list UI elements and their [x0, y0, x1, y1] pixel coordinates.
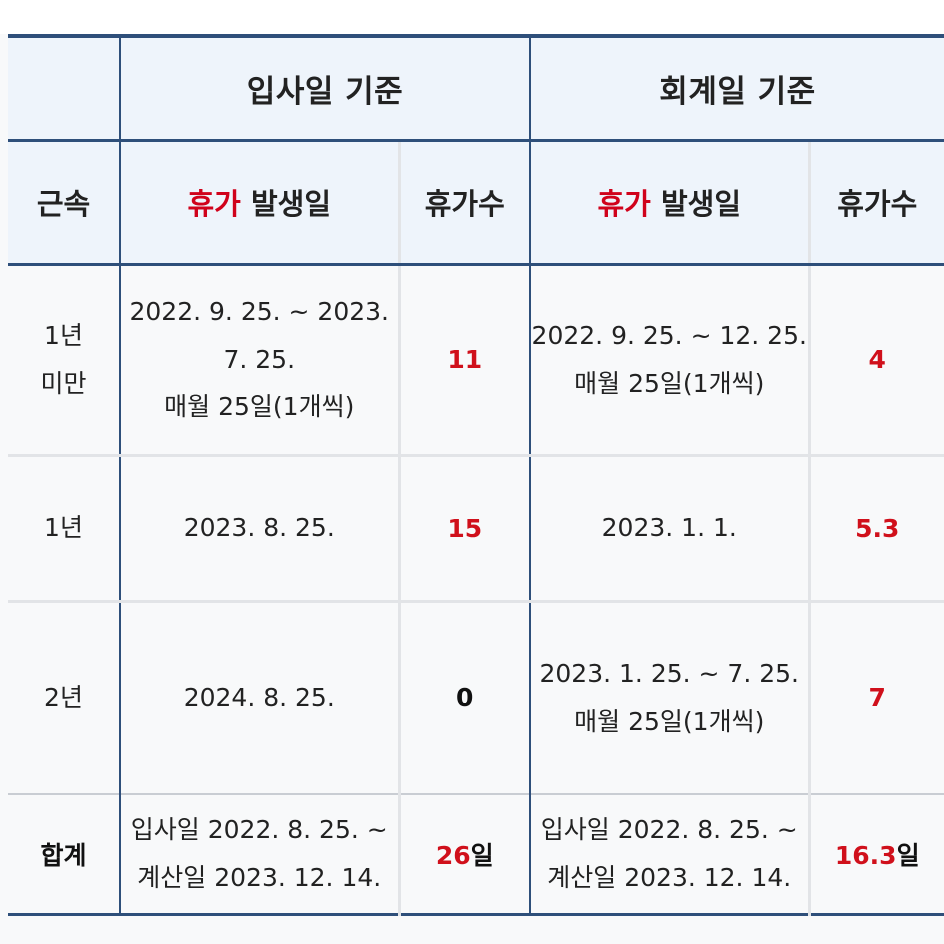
top-band	[0, 0, 944, 34]
tenure-cell: 1년 미만	[8, 264, 120, 455]
tenure-label: 2년	[44, 683, 83, 712]
tenure-label: 1년	[44, 513, 83, 543]
tenure-label: 1년 미만	[40, 321, 87, 398]
group-header-hire-date-label: 입사일 기준	[246, 73, 404, 110]
total-hire-period-cell: 입사일 2022. 8. 25. ~ 계산일 2023. 12. 14.	[119, 793, 399, 914]
total-unit: 일	[896, 840, 920, 870]
hire-issue-text: 2023. 8. 25.	[183, 513, 335, 543]
hire-count-cell: 11	[397, 264, 530, 455]
acct-issue-text: 2022. 9. 25. ~ 12. 25. 매월 25일(1개씩)	[531, 321, 807, 398]
acct-count-value: 7	[868, 683, 886, 713]
hire-count-value: 0	[456, 683, 474, 713]
group-header-accounting-label: 회계일 기준	[659, 73, 816, 110]
column-header-hire-count-label: 휴가수	[424, 187, 505, 221]
acct-issue-cell: 2023. 1. 25. ~ 7. 25. 매월 25일(1개씩)	[529, 599, 809, 794]
acct-count-value: 5.3	[855, 513, 900, 543]
leave-word-highlight: 휴가	[187, 187, 241, 221]
hire-count-cell: 15	[397, 453, 530, 601]
hire-issue-cell: 2022. 9. 25. ~ 2023. 7. 25. 매월 25일(1개씩)	[119, 264, 399, 455]
acct-issue-cell: 2023. 1. 1.	[529, 453, 809, 601]
total-label: 합계	[40, 840, 87, 870]
hire-issue-text: 2024. 8. 25.	[183, 683, 335, 712]
group-header-accounting: 회계일 기준	[529, 36, 944, 142]
hire-issue-cell: 2023. 8. 25.	[119, 453, 399, 601]
group-header-row: 입사일 기준 회계일 기준	[8, 36, 944, 142]
column-header-tenure: 근속	[8, 140, 120, 266]
hire-count-value: 15	[447, 513, 483, 543]
issue-date-label: 발생일	[240, 187, 331, 221]
total-label-cell: 합계	[8, 793, 120, 914]
acct-issue-text: 2023. 1. 1.	[601, 513, 737, 543]
column-header-hire-issue-date: 휴가 발생일	[119, 140, 399, 266]
total-row: 합계 입사일 2022. 8. 25. ~ 계산일 2023. 12. 14. …	[8, 793, 944, 914]
hire-count-cell: 0	[397, 599, 530, 794]
total-hire-value: 26	[435, 840, 471, 870]
table-row: 2년 2024. 8. 25. 0 2023. 1. 25. ~ 7. 25. …	[8, 599, 944, 794]
acct-count-cell: 5.3	[807, 453, 944, 601]
corner-cell	[8, 36, 120, 142]
column-header-row: 근속 휴가 발생일 휴가수 휴가 발생일 휴가수	[8, 140, 944, 266]
tenure-cell: 2년	[8, 599, 120, 794]
table-row: 1년 2023. 8. 25. 15 2023. 1. 1. 5.3	[8, 453, 944, 601]
column-header-hire-count: 휴가수	[397, 140, 530, 266]
acct-issue-cell: 2022. 9. 25. ~ 12. 25. 매월 25일(1개씩)	[529, 264, 809, 455]
table-row: 1년 미만 2022. 9. 25. ~ 2023. 7. 25. 매월 25일…	[8, 264, 944, 455]
column-header-acct-count: 휴가수	[807, 140, 944, 266]
acct-count-value: 4	[868, 345, 886, 374]
tenure-cell: 1년	[8, 453, 120, 601]
total-acct-value: 16.3	[834, 840, 897, 870]
leave-word-highlight: 휴가	[597, 187, 651, 221]
leave-comparison-table: 입사일 기준 회계일 기준 근속 휴가 발생일 휴가수 휴가 발생일 휴가수	[8, 34, 944, 916]
total-acct-value-cell: 16.3일	[807, 793, 944, 914]
hire-issue-cell: 2024. 8. 25.	[119, 599, 399, 794]
total-hire-value-cell: 26일	[397, 793, 530, 914]
total-unit: 일	[470, 840, 494, 870]
hire-count-value: 11	[447, 345, 483, 374]
issue-date-label: 발생일	[650, 187, 741, 221]
column-header-acct-issue-date: 휴가 발생일	[529, 140, 809, 266]
total-acct-period-cell: 입사일 2022. 8. 25. ~ 계산일 2023. 12. 14.	[529, 793, 809, 914]
acct-count-cell: 4	[807, 264, 944, 455]
column-header-tenure-label: 근속	[36, 187, 91, 221]
total-acct-period: 입사일 2022. 8. 25. ~ 계산일 2023. 12. 14.	[540, 815, 798, 892]
column-header-acct-count-label: 휴가수	[837, 187, 918, 221]
group-header-hire-date: 입사일 기준	[119, 36, 530, 142]
acct-issue-text: 2023. 1. 25. ~ 7. 25. 매월 25일(1개씩)	[539, 659, 799, 736]
acct-count-cell: 7	[807, 599, 944, 794]
hire-issue-text: 2022. 9. 25. ~ 2023. 7. 25. 매월 25일(1개씩)	[129, 297, 390, 422]
total-hire-period: 입사일 2022. 8. 25. ~ 계산일 2023. 12. 14.	[130, 815, 388, 892]
